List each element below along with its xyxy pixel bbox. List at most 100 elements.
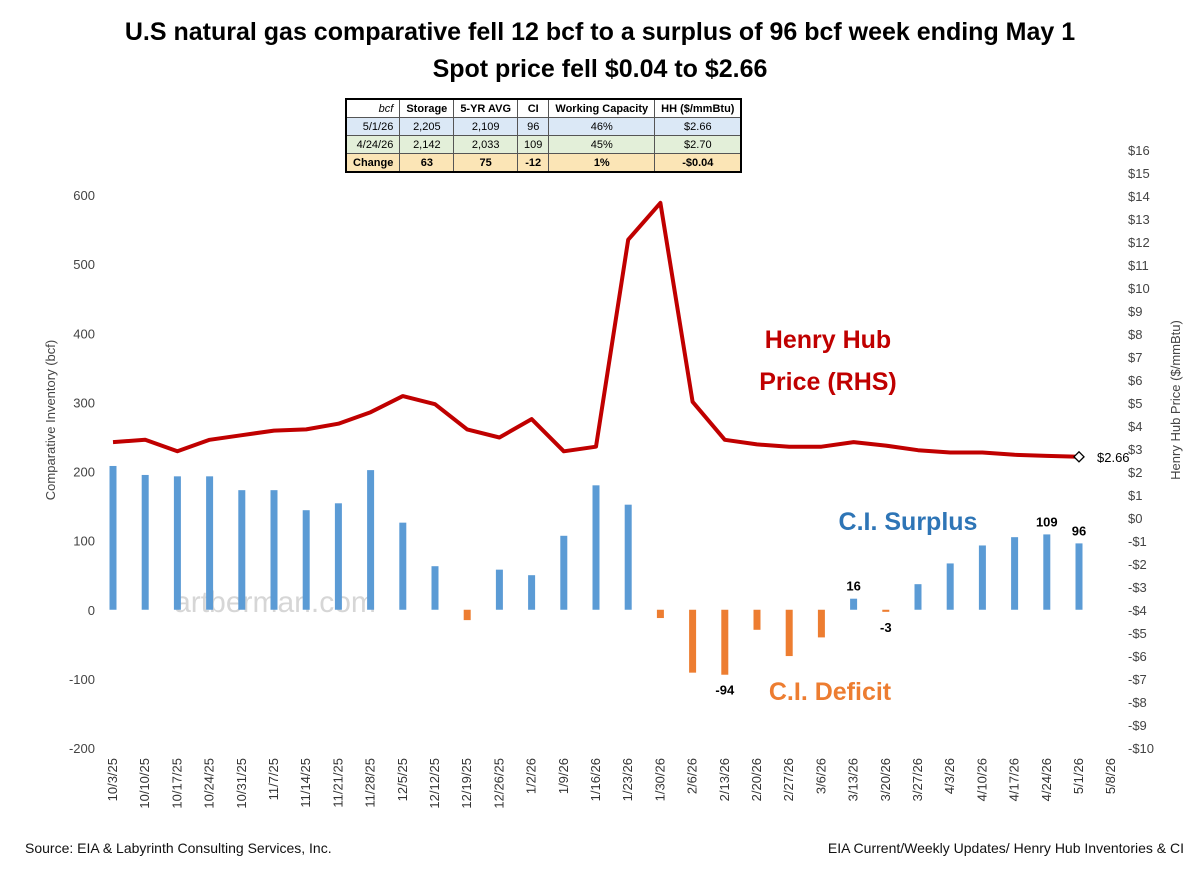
- y2-tick-label: -$1: [1128, 534, 1147, 549]
- y-tick-label: -100: [69, 672, 95, 687]
- price-annotation-line1: Henry Hub: [765, 326, 891, 354]
- y-tick-label: 500: [73, 257, 95, 272]
- x-tick-label: 2/13/26: [717, 758, 732, 801]
- surplus-bar: [302, 510, 310, 610]
- price-end-marker: [1073, 450, 1085, 463]
- y-axis-title: Comparative Inventory (bcf): [43, 340, 58, 500]
- summary-header-storage: Storage: [399, 98, 455, 118]
- surplus-bar: [173, 476, 181, 610]
- deficit-annotation: C.I. Deficit: [769, 678, 892, 706]
- summary-cell: Change: [345, 153, 401, 173]
- y-tick-label: 400: [73, 326, 95, 341]
- surplus-bar: [1011, 537, 1019, 610]
- surplus-bar: [431, 566, 439, 610]
- x-tick-label: 2/20/26: [749, 758, 764, 801]
- summary-cell: $2.66: [654, 117, 742, 136]
- surplus-bar: [367, 470, 375, 610]
- deficit-bar: [882, 609, 890, 612]
- y2-tick-label: $8: [1128, 327, 1142, 342]
- y2-tick-label: $10: [1128, 281, 1150, 296]
- surplus-annotation: C.I. Surplus: [839, 508, 978, 536]
- y-tick-label: -200: [69, 741, 95, 756]
- y2-tick-label: -$9: [1128, 718, 1147, 733]
- summary-cell: 96: [517, 117, 550, 136]
- x-tick-label: 10/17/25: [169, 758, 184, 809]
- summary-cell: 5/1/26: [345, 117, 401, 136]
- surplus-bar: [560, 535, 568, 610]
- x-tick-label: 12/12/25: [427, 758, 442, 809]
- y2-tick-label: -$3: [1128, 580, 1147, 595]
- y-tick-label: 600: [73, 188, 95, 203]
- y2-tick-label: $5: [1128, 396, 1142, 411]
- surplus-bar: [850, 598, 858, 610]
- surplus-bar: [914, 584, 922, 610]
- summary-cell: 2,142: [399, 135, 455, 154]
- x-tick-label: 10/3/25: [105, 758, 120, 801]
- summary-header-hh-price: HH ($/mmBtu): [654, 98, 742, 118]
- summary-cell: $2.70: [654, 135, 742, 154]
- x-tick-label: 3/6/26: [813, 758, 828, 794]
- y2-tick-label: -$2: [1128, 557, 1147, 572]
- x-tick-label: 3/13/26: [846, 758, 861, 801]
- y2-tick-label: -$6: [1128, 649, 1147, 664]
- summary-header-unit: bcf: [345, 98, 401, 118]
- surplus-bar: [495, 569, 503, 610]
- data-label: -3: [880, 620, 892, 635]
- summary-cell: -$0.04: [654, 153, 742, 173]
- y2-tick-label: $13: [1128, 212, 1150, 227]
- surplus-bar: [978, 545, 986, 610]
- data-label: 109: [1036, 514, 1058, 529]
- data-label: -94: [715, 683, 735, 698]
- x-tick-label: 11/7/25: [266, 758, 281, 800]
- y2-tick-label: $9: [1128, 304, 1142, 319]
- x-tick-label: 4/3/26: [942, 758, 957, 794]
- y2-axis-title: Henry Hub Price ($/mmBtu): [1168, 320, 1183, 480]
- summary-cell: 2,205: [399, 117, 455, 136]
- y2-tick-label: $4: [1128, 419, 1142, 434]
- y2-tick-label: -$4: [1128, 603, 1147, 618]
- surplus-bar: [109, 465, 117, 610]
- surplus-bar: [141, 474, 149, 610]
- x-tick-label: 1/9/26: [556, 758, 571, 794]
- y-tick-label: 200: [73, 465, 95, 480]
- deficit-bar: [463, 609, 471, 621]
- y2-tick-label: $16: [1128, 143, 1150, 158]
- summary-cell: -12: [517, 153, 550, 173]
- y2-tick-label: $14: [1128, 189, 1150, 204]
- source-note: Source: EIA & Labyrinth Consulting Servi…: [25, 840, 332, 856]
- y2-tick-label: -$10: [1128, 741, 1154, 756]
- summary-cell: 1%: [548, 153, 656, 173]
- price-line: [112, 200, 1080, 459]
- x-tick-label: 5/1/26: [1071, 758, 1086, 794]
- surplus-bar: [624, 504, 632, 610]
- x-tick-label: 3/20/26: [878, 758, 893, 801]
- price-annotation-line2: Price (RHS): [759, 368, 897, 396]
- surplus-bar: [946, 563, 954, 610]
- summary-cell: 75: [453, 153, 519, 173]
- summary-cell: 45%: [548, 135, 656, 154]
- summary-cell: 46%: [548, 117, 656, 136]
- x-tick-label: 11/21/25: [330, 758, 345, 808]
- deficit-bar: [785, 609, 793, 657]
- y2-tick-label: $6: [1128, 373, 1142, 388]
- deficit-bar: [753, 609, 761, 630]
- summary-row-previous: 4/24/26 2,142 2,033 109 45% $2.70: [345, 135, 742, 154]
- x-tick-label: 5/8/26: [1103, 758, 1118, 794]
- surplus-bar: [206, 476, 214, 610]
- summary-cell: 63: [399, 153, 455, 173]
- y-tick-label: 100: [73, 534, 95, 549]
- x-tick-label: 2/6/26: [685, 758, 700, 794]
- surplus-bar: [1075, 543, 1083, 610]
- y-tick-label: 0: [88, 603, 95, 618]
- y2-tick-label: $15: [1128, 166, 1150, 181]
- y2-tick-label: $11: [1128, 258, 1149, 273]
- summary-cell: 2,109: [453, 117, 519, 136]
- footer-note: EIA Current/Weekly Updates/ Henry Hub In…: [827, 840, 1184, 856]
- x-tick-label: 1/16/26: [588, 758, 603, 801]
- y2-tick-label: $0: [1128, 511, 1142, 526]
- y2-tick-label: $7: [1128, 350, 1142, 365]
- x-tick-label: 10/24/25: [202, 758, 217, 809]
- chart-subtitle: Spot price fell $0.04 to $2.66: [432, 55, 768, 83]
